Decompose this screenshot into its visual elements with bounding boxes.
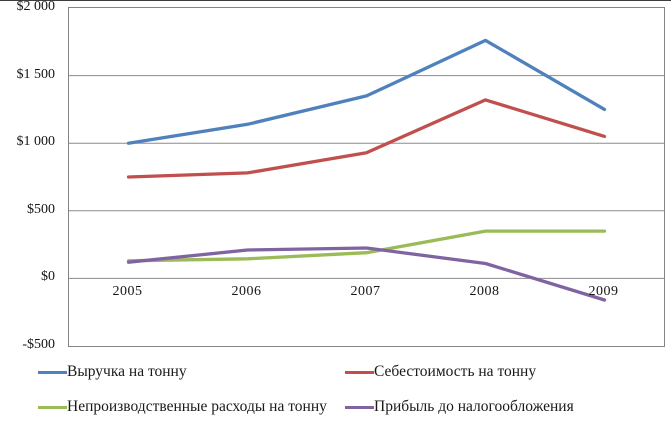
legend-swatch-cost-per-ton [345,370,374,374]
y-tick-label: $1 000 [16,134,56,150]
x-tick-label-2007: 2007 [350,284,381,299]
legend-label: Непроизводственные расходы на тонну [67,398,327,415]
top-frame-line [0,0,671,1]
nonprod-expenses-line [126,229,607,263]
y-tick-label: $500 [27,201,55,217]
legend-swatch-nonprod-expenses [38,405,67,409]
legend-swatch-revenue-per-ton [38,370,67,374]
legend-item-revenue-per-ton: Выручка на тонну [38,362,345,382]
plot-area [68,7,665,347]
legend-item-cost-per-ton: Себестоимость на тонну [345,362,638,382]
legend-swatch-pretax-profit [345,405,374,409]
y-tick-label: -$500 [22,337,55,352]
legend-item-nonprod-expenses: Непроизводственные расходы на тонну [38,397,345,417]
y-tick-label: $1 500 [16,66,56,82]
cost-per-ton-line [126,98,607,179]
x-tick-label-2006: 2006 [231,284,262,299]
legend-label: Выручка на тонну [67,363,187,380]
legend-label: Прибыль до налогообложения [374,398,574,415]
legend-item-pretax-profit: Прибыль до налогообложения [345,397,638,417]
x-tick-label-2009: 2009 [588,284,619,299]
revenue-per-ton-line [126,38,607,145]
y-tick-label: $0 [41,269,55,285]
x-tick-label-2008: 2008 [469,284,500,299]
plot-svg [69,38,664,302]
x-tick-label-2005: 2005 [112,284,143,299]
legend: Выручка на тонну Себестоимость на тонну Не… [38,362,638,417]
pretax-profit-line [126,246,607,302]
y-tick-label: $2 000 [16,0,56,14]
legend-label: Себестоимость на тонну [374,363,537,380]
